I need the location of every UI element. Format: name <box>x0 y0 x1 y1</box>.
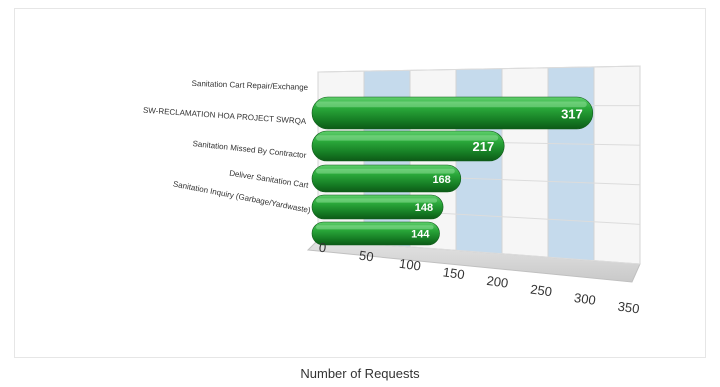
category-label: Sanitation Missed By Contractor <box>192 139 307 160</box>
bar-value-label: 144 <box>411 228 430 240</box>
gridline-horizontal <box>317 65 641 73</box>
bar <box>311 164 462 193</box>
bar <box>311 221 440 246</box>
bar <box>311 130 505 162</box>
bar-value-label: 317 <box>561 106 583 121</box>
bar-highlight <box>316 135 499 141</box>
x-tick-label: 0 <box>318 240 327 256</box>
x-tick-label: 250 <box>529 281 553 299</box>
x-tick-label: 50 <box>358 248 374 265</box>
category-label: Sanitation Cart Repair/Exchange <box>191 79 308 92</box>
category-label: Deliver Sanitation Cart <box>229 169 310 191</box>
bar-value-label: 168 <box>432 174 450 186</box>
x-axis-title: Number of Requests <box>300 366 420 381</box>
category-label: SW-RECLAMATION HOA PROJECT SWRQA <box>143 106 307 126</box>
bar-highlight <box>316 198 438 203</box>
x-tick-label: 150 <box>442 264 466 282</box>
x-tick-label: 350 <box>617 299 641 317</box>
x-tick-label: 200 <box>486 273 510 291</box>
bar-value-label: 217 <box>472 139 494 154</box>
bar-highlight <box>316 168 455 174</box>
bar <box>311 96 594 130</box>
bar <box>311 194 444 220</box>
bar-highlight <box>316 225 434 230</box>
x-tick-label: 300 <box>573 290 597 308</box>
bar-value-label: 148 <box>415 202 433 214</box>
grid-band <box>548 66 594 261</box>
bar-highlight <box>316 101 587 108</box>
x-tick-label: 100 <box>398 256 422 274</box>
